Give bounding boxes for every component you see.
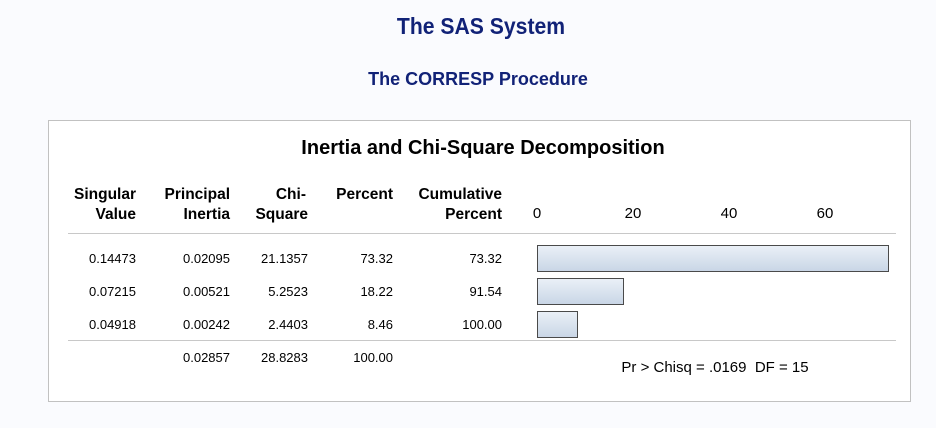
cell-cumulative-percent: 73.32 <box>469 251 502 266</box>
cell-principal-inertia: 0.00521 <box>183 284 230 299</box>
inertia-bar <box>537 278 624 305</box>
total-rule <box>68 340 896 341</box>
procedure-title: The CORRESP Procedure <box>368 69 588 89</box>
header-principal-inertia: Principal Inertia <box>164 186 230 223</box>
inertia-bar <box>537 311 578 338</box>
total-chi-square: 28.8283 <box>261 350 308 365</box>
cell-cumulative-percent: 100.00 <box>462 317 502 332</box>
cell-percent: 18.22 <box>360 284 393 299</box>
cell-cumulative-percent: 91.54 <box>469 284 502 299</box>
cell-singular-value: 0.14473 <box>89 251 136 266</box>
total-principal-inertia: 0.02857 <box>183 350 230 365</box>
header-percent: Percent <box>336 186 393 203</box>
axis-tick-label: 40 <box>720 205 738 222</box>
cell-principal-inertia: 0.00242 <box>183 317 230 332</box>
total-percent: 100.00 <box>353 350 393 365</box>
inertia-bar <box>537 245 889 272</box>
cell-percent: 8.46 <box>367 317 393 332</box>
axis-tick-label: 20 <box>624 205 642 222</box>
cell-principal-inertia: 0.02095 <box>183 251 230 266</box>
page-title: The SAS System <box>396 13 566 39</box>
cell-percent: 73.32 <box>360 251 393 266</box>
cell-chi-square: 21.1357 <box>261 251 308 266</box>
header-chi-square: Chi- Square <box>255 186 308 223</box>
axis-tick-label: 60 <box>816 205 834 222</box>
cell-singular-value: 0.07215 <box>89 284 136 299</box>
cell-singular-value: 0.04918 <box>89 317 136 332</box>
table-title: Inertia and Chi-Square Decomposition <box>301 137 665 159</box>
header-rule <box>68 233 896 234</box>
axis-tick-label: 0 <box>532 205 542 222</box>
cell-chi-square: 5.2523 <box>268 284 308 299</box>
header-singular-value: Singular Value <box>73 186 136 223</box>
chi-square-test-note: Pr > Chisq = .0169 DF = 15 <box>621 359 809 376</box>
cell-chi-square: 2.4403 <box>268 317 308 332</box>
header-cumulative-percent: Cumulative Percent <box>418 186 502 223</box>
